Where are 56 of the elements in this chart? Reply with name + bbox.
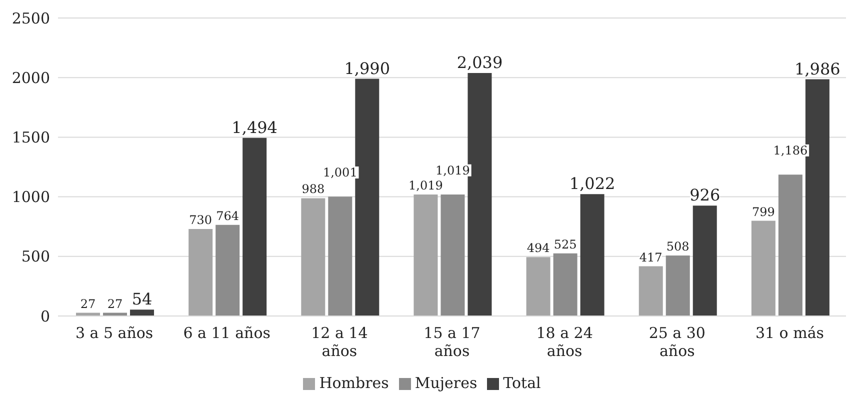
data-label: 2,039	[456, 52, 503, 72]
y-tick-label: 1000	[12, 188, 50, 206]
data-label: 525	[554, 237, 577, 252]
bar	[414, 194, 438, 316]
data-label: 1,186	[773, 144, 808, 158]
x-tick-label: 3 a 5 años	[75, 324, 154, 342]
data-label: 799	[752, 204, 775, 219]
data-label: 730	[189, 212, 212, 227]
data-label: 27	[107, 296, 123, 311]
bar	[355, 78, 380, 316]
bar	[666, 255, 690, 316]
bar	[130, 310, 154, 316]
bar	[242, 138, 267, 316]
y-tick-label: 1500	[12, 128, 50, 147]
data-label: 1,990	[344, 58, 390, 78]
bar	[328, 196, 352, 316]
data-label: 54	[132, 290, 152, 309]
bar	[778, 174, 802, 316]
data-label: 926	[690, 186, 720, 205]
data-label: 988	[302, 182, 325, 196]
bar	[553, 253, 578, 316]
y-tick-label: 2500	[12, 9, 50, 28]
x-tick-label: 15 a 17 años	[424, 324, 480, 360]
x-tick-label: 18 a 24 años	[536, 324, 593, 360]
bar	[188, 228, 213, 316]
data-label: 1,986	[794, 59, 840, 78]
data-label: 764	[216, 208, 240, 223]
data-label: 1,019	[408, 178, 443, 193]
data-label: 508	[666, 239, 690, 254]
x-tick-label: 12 a 14 años	[311, 324, 368, 360]
legend-label: Mujeres	[414, 374, 478, 392]
bar	[526, 257, 550, 316]
data-label: 1,022	[569, 174, 616, 194]
bar	[638, 266, 663, 316]
y-tick-label: 0	[40, 307, 50, 326]
data-label: 494	[526, 241, 550, 256]
legend-label: Hombres	[319, 374, 389, 392]
bar	[440, 194, 465, 316]
y-tick-label: 2000	[12, 68, 50, 87]
bar	[216, 224, 240, 316]
x-tick-label: 6 a 11 años	[183, 324, 270, 342]
data-label: 417	[639, 250, 662, 264]
data-label: 1,001	[322, 166, 358, 180]
bar	[805, 79, 830, 316]
bar	[468, 72, 492, 316]
bar	[580, 194, 604, 316]
x-tick-label: 25 a 30 años	[648, 324, 706, 360]
data-label: 27	[80, 296, 96, 311]
bar	[692, 206, 717, 316]
bar	[301, 198, 326, 316]
data-label: 1,494	[232, 118, 278, 137]
bar	[751, 220, 776, 316]
legend-label: Total	[503, 374, 541, 392]
x-tick-label: 31 o más	[755, 324, 824, 342]
data-label: 1,019	[436, 164, 470, 178]
y-tick-label: 500	[21, 248, 50, 266]
